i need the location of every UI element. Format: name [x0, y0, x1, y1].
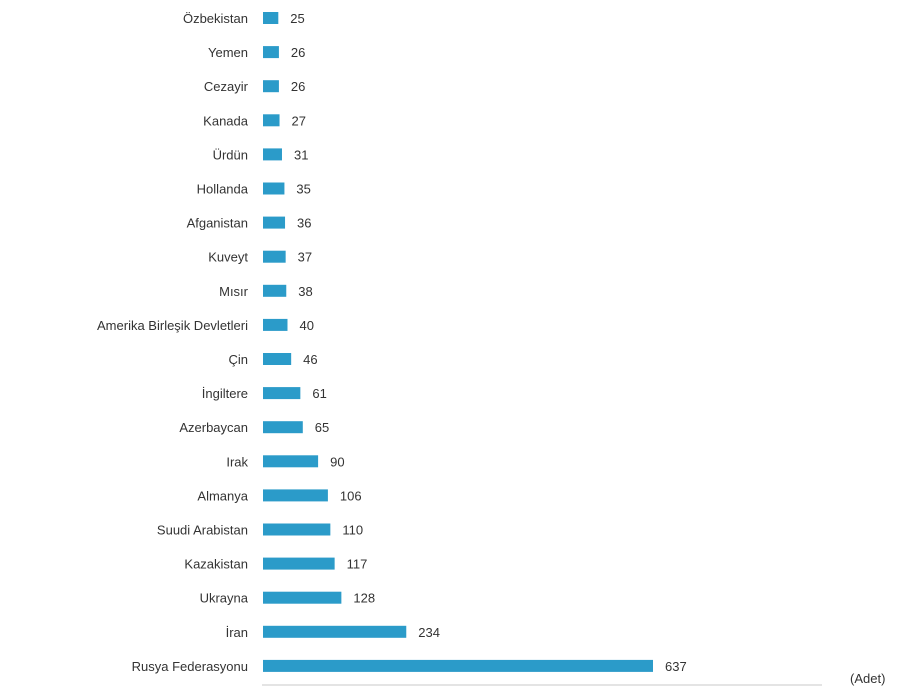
category-label: Çin — [228, 352, 248, 367]
category-label: Irak — [226, 454, 248, 469]
bar — [263, 12, 279, 24]
bar — [263, 353, 292, 365]
data-label: 40 — [299, 318, 313, 333]
category-label: Kazakistan — [184, 557, 248, 572]
data-label: 38 — [298, 284, 312, 299]
data-label: 27 — [292, 113, 306, 128]
bar — [263, 216, 286, 229]
data-label: 61 — [312, 386, 326, 401]
bar — [263, 284, 287, 297]
data-label: 35 — [296, 182, 310, 197]
category-label: Kanada — [203, 113, 249, 128]
category-label: Mısır — [219, 284, 249, 299]
data-label: 36 — [297, 216, 311, 231]
category-label: Suudi Arabistan — [157, 523, 248, 538]
data-label: 31 — [294, 147, 308, 162]
bar — [263, 557, 335, 570]
unit-label: (Adet) — [850, 671, 885, 686]
data-label: 37 — [298, 250, 312, 265]
data-label: 106 — [340, 488, 362, 503]
category-label: Hollanda — [197, 182, 249, 197]
bar — [263, 489, 328, 502]
data-label: 26 — [291, 79, 305, 94]
bar — [263, 250, 286, 263]
data-label: 90 — [330, 454, 344, 469]
category-labels: Özbekistan Yemen Cezayir Kanada Ürdün Holland… — [97, 11, 249, 674]
bar — [263, 591, 342, 604]
bar — [263, 659, 653, 672]
category-label: Almanya — [197, 488, 248, 503]
bar — [263, 80, 279, 93]
bar — [263, 46, 279, 59]
data-label: 117 — [347, 557, 368, 572]
category-label: Amerika Birleşik Devletleri — [97, 318, 248, 333]
data-label: 65 — [315, 420, 329, 435]
bar — [263, 421, 303, 434]
bars — [263, 12, 653, 672]
category-label: İran — [226, 625, 248, 640]
data-label: 46 — [303, 352, 317, 367]
bar — [263, 387, 301, 400]
data-label: 110 — [342, 523, 363, 538]
data-label: 128 — [353, 591, 375, 606]
category-label: Rusya Federasyonu — [132, 659, 248, 674]
data-label: 637 — [665, 659, 687, 674]
bar — [263, 114, 280, 127]
data-labels: 25 26 26 27 31 35 36 37 38 40 46 61 65 90 106 110 117 128… — [290, 11, 686, 674]
category-label: Ürdün — [213, 147, 248, 162]
bar — [263, 318, 288, 331]
bar — [263, 625, 407, 638]
bar — [263, 182, 285, 195]
category-label: Azerbaycan — [179, 420, 248, 435]
category-label: Özbekistan — [183, 11, 248, 26]
data-label: 234 — [418, 625, 440, 640]
category-label: Cezayir — [204, 79, 249, 94]
data-label: 25 — [290, 11, 304, 26]
data-label: 26 — [291, 45, 305, 60]
category-label: Kuveyt — [208, 250, 248, 265]
category-label: Afganistan — [187, 216, 248, 231]
bar — [263, 455, 319, 468]
category-label: İngiltere — [202, 386, 248, 401]
category-label: Ukrayna — [200, 591, 249, 606]
bar — [263, 523, 331, 536]
category-label: Yemen — [208, 45, 248, 60]
bar — [263, 148, 282, 161]
